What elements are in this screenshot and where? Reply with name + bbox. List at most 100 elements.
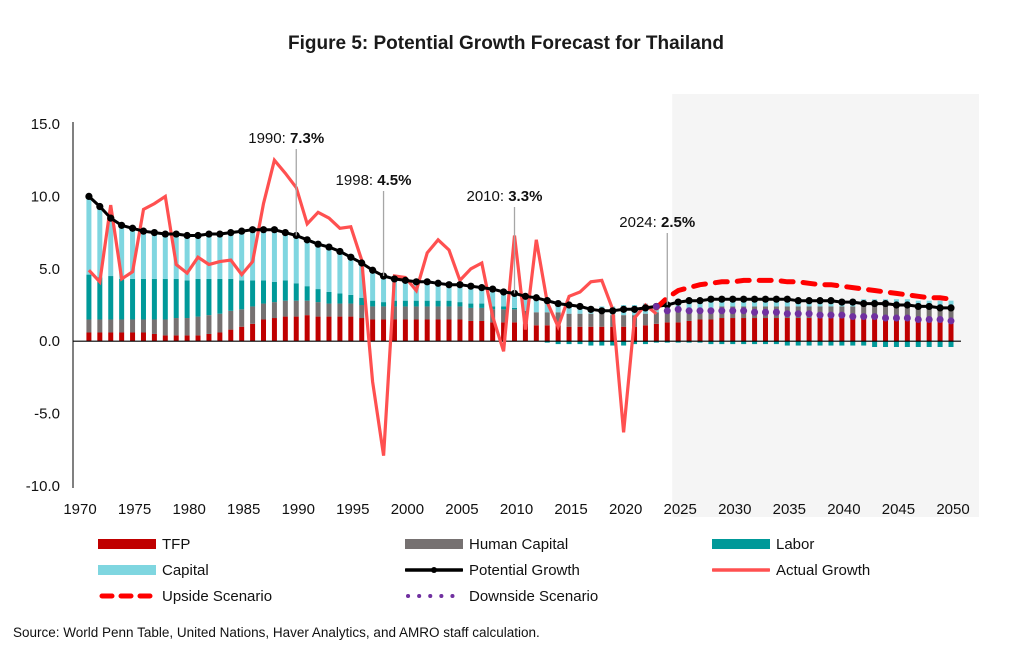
legend-label: Labor xyxy=(776,535,815,553)
potential-growth-marker xyxy=(161,230,169,238)
bar-labor xyxy=(501,306,507,310)
bar-labor xyxy=(817,341,823,346)
potential-growth-marker xyxy=(794,297,802,305)
downside-scenario-marker xyxy=(816,311,824,319)
bar-labor xyxy=(435,300,441,307)
bar-tfp xyxy=(206,333,212,342)
potential-growth-marker xyxy=(183,231,191,240)
potential-growth-marker xyxy=(543,297,551,305)
bar-tfp xyxy=(86,332,92,342)
potential-growth-marker xyxy=(303,236,311,244)
bar-tfp xyxy=(861,318,867,342)
bar-capital xyxy=(108,218,114,277)
potential-growth-marker xyxy=(238,227,246,235)
bar-human-capital xyxy=(501,309,507,323)
bar-human-capital xyxy=(173,318,179,336)
potential-growth-marker xyxy=(118,221,126,229)
legend-label: Actual Growth xyxy=(776,561,871,579)
bar-human-capital xyxy=(359,305,365,319)
potential-growth-marker xyxy=(740,295,748,303)
bar-labor xyxy=(228,278,234,311)
bar-capital xyxy=(381,276,387,303)
x-tick-label: 2050 xyxy=(936,501,969,518)
bar-labor xyxy=(926,341,932,347)
bar-capital xyxy=(762,299,768,307)
x-tick-label: 2045 xyxy=(882,501,915,518)
bar-capital xyxy=(501,291,507,307)
bar-tfp xyxy=(468,320,474,342)
bar-capital xyxy=(184,235,190,281)
bar-tfp xyxy=(719,318,725,342)
bar-capital xyxy=(282,232,288,281)
bar-tfp xyxy=(828,318,834,342)
bar-tfp xyxy=(402,319,408,342)
potential-growth-marker xyxy=(325,243,333,251)
potential-growth-marker xyxy=(674,298,682,306)
downside-scenario-marker xyxy=(740,307,748,315)
bar-labor xyxy=(217,278,223,314)
legend-item-actual-growth: Actual Growth xyxy=(712,561,870,579)
bar-tfp xyxy=(621,326,627,342)
bar-labor xyxy=(806,341,812,346)
bar-capital xyxy=(402,280,408,301)
lines xyxy=(85,156,955,456)
bar-capital xyxy=(348,257,354,295)
bar-capital xyxy=(937,300,943,308)
bar-capital xyxy=(424,281,430,301)
bar-labor xyxy=(140,278,146,320)
bar-capital xyxy=(97,206,103,278)
annotation-label: 2024: 2.5% xyxy=(619,214,695,231)
legend-item-potential-growth: Potential Growth xyxy=(405,561,580,579)
bar-labor xyxy=(762,341,768,345)
bar-tfp xyxy=(424,319,430,342)
legend-item-downside-scenario: Downside Scenario xyxy=(405,587,598,605)
downside-scenario-marker xyxy=(947,317,955,325)
bar-labor xyxy=(402,300,408,307)
bar-capital xyxy=(468,286,474,304)
potential-growth-marker xyxy=(620,305,628,313)
downside-scenario-marker xyxy=(783,310,791,318)
x-tick-label: 2000 xyxy=(391,501,424,518)
potential-growth-marker xyxy=(499,288,508,296)
downside-scenario-marker xyxy=(652,302,660,310)
potential-growth-marker xyxy=(249,226,257,234)
bar-human-capital xyxy=(653,312,659,324)
bar-labor xyxy=(119,278,125,320)
legend-label: Potential Growth xyxy=(469,561,580,579)
legend-item-human-capital: Human Capital xyxy=(405,535,568,553)
legend-label: TFP xyxy=(162,535,191,553)
bar-human-capital xyxy=(162,319,168,336)
bar-human-capital xyxy=(261,303,267,320)
potential-growth-marker xyxy=(478,284,486,292)
x-tick-label: 1995 xyxy=(336,501,369,518)
x-tick-label: 1975 xyxy=(118,501,151,518)
bar-human-capital xyxy=(391,306,397,320)
legend-swatch-upside-scenario xyxy=(99,593,156,599)
potential-growth-marker xyxy=(194,231,202,240)
bar-labor xyxy=(555,341,561,345)
legend-item-labor: Labor xyxy=(712,535,814,553)
bar-human-capital xyxy=(326,303,332,317)
bar-tfp xyxy=(642,325,648,342)
bar-tfp xyxy=(752,318,758,342)
bar-capital xyxy=(217,232,223,279)
y-tick-label: 10.0 xyxy=(31,188,60,205)
bar-labor xyxy=(457,302,463,307)
downside-scenario-marker xyxy=(707,307,715,315)
potential-growth-marker xyxy=(783,295,791,303)
annotation-label: 1998: 4.5% xyxy=(336,172,412,189)
potential-growth-marker xyxy=(467,282,475,290)
bar-labor xyxy=(599,341,605,346)
downside-scenario-marker xyxy=(849,313,857,321)
potential-growth-marker xyxy=(96,202,104,211)
bar-labor xyxy=(719,341,725,345)
legend-label: Human Capital xyxy=(469,535,569,553)
potential-growth-marker xyxy=(587,305,595,313)
bar-labor xyxy=(348,294,354,304)
bar-tfp xyxy=(271,318,277,342)
bar-labor xyxy=(588,341,594,346)
bar-labor xyxy=(893,341,899,347)
bar-capital xyxy=(490,290,496,307)
bar-tfp xyxy=(304,315,310,342)
bar-capital xyxy=(719,299,725,307)
